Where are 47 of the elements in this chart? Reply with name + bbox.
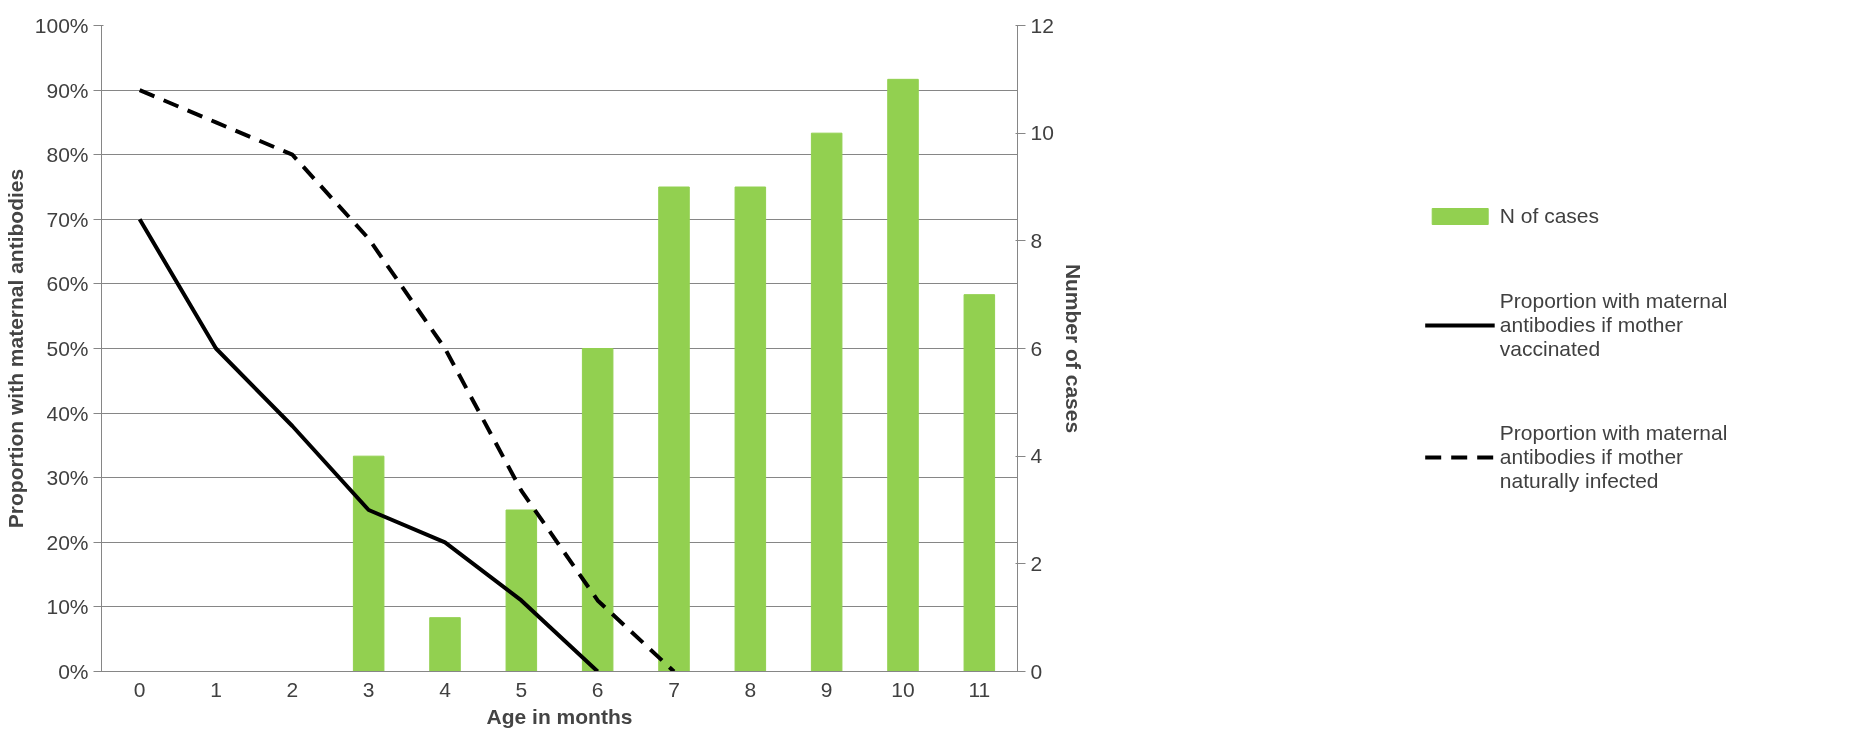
y-tick-label: 90%: [46, 78, 89, 102]
y-tick-label: 50%: [46, 337, 89, 360]
y-axis-title: Proportion with maternal antibodies: [3, 168, 27, 529]
y-tick-label: 100%: [34, 14, 89, 37]
x-tick-label: 3: [362, 677, 375, 701]
y-tick-label: 0%: [58, 660, 89, 683]
bar: [505, 509, 538, 672]
x-tick-label: 9: [820, 677, 833, 701]
y2-tick-label: 8: [1030, 228, 1043, 252]
y-tick-label: 30%: [46, 466, 89, 490]
legend-label: N of cases: [1499, 203, 1600, 229]
bar: [429, 617, 461, 672]
legend-label: Proportion with maternal antibodies if mother vaccinated: [1499, 289, 1728, 361]
bar: [887, 78, 919, 672]
y2-tick-label: 4: [1030, 444, 1043, 468]
y2-axis-title: Number of cases: [1061, 263, 1085, 434]
x-tick-label: 11: [968, 677, 991, 701]
y2-tick-label: 10: [1030, 121, 1054, 145]
y2-tick-label: 12: [1030, 13, 1054, 37]
bar: [810, 132, 843, 672]
x-tick-label: 1: [210, 677, 222, 701]
y2-tick-label: 6: [1030, 336, 1043, 360]
bar: [352, 455, 385, 672]
y-tick-label: 70%: [46, 207, 89, 231]
y2-tick-label: 2: [1030, 551, 1043, 575]
line-series: [137, 88, 676, 672]
x-tick-label: 6: [591, 677, 604, 701]
bar: [734, 186, 767, 672]
x-tick-label: 2: [286, 677, 299, 701]
x-tick-label: 0: [133, 677, 146, 701]
x-tick-label: 10: [891, 677, 915, 701]
bar: [658, 186, 690, 672]
legend-label: Proportion with maternal antibodies if mother naturally infected: [1499, 421, 1728, 493]
x-tick-label: 4: [439, 677, 452, 701]
x-tick-label: 5: [515, 677, 528, 701]
line-series: [137, 217, 600, 672]
y-tick-label: 20%: [46, 530, 89, 554]
y-tick-label: 80%: [46, 143, 89, 167]
x-tick-label: 7: [668, 677, 680, 701]
x-axis-title: Age in months: [486, 704, 633, 728]
bar: [581, 348, 614, 672]
y-tick-label: 10%: [46, 595, 89, 619]
bar: [963, 294, 996, 672]
y2-tick-label: 0: [1030, 659, 1043, 683]
y-tick-label: 60%: [46, 272, 89, 296]
x-tick-label: 8: [744, 677, 757, 701]
y-tick-label: 40%: [46, 401, 89, 425]
